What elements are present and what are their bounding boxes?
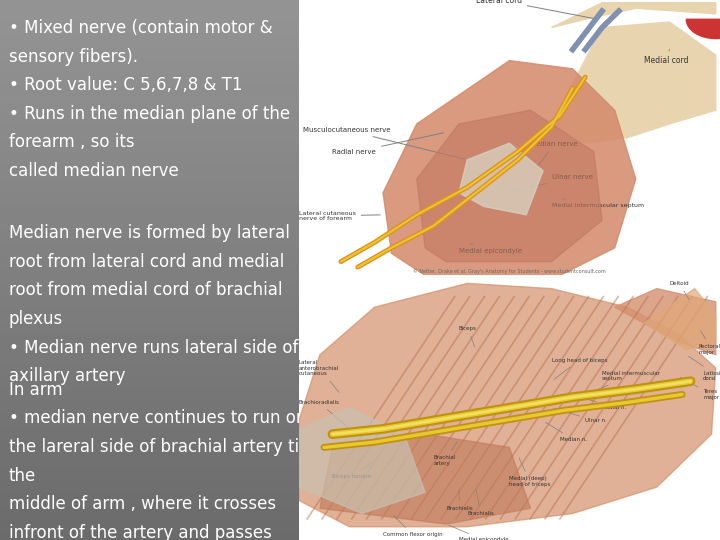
Text: Median n.: Median n.: [546, 422, 587, 442]
Text: • Median nerve runs lateral side of: • Median nerve runs lateral side of: [9, 339, 298, 356]
Text: Lateral cutaneous
nerve of forearm: Lateral cutaneous nerve of forearm: [299, 211, 380, 221]
Text: Medial intermuscular septum: Medial intermuscular septum: [552, 199, 644, 207]
Text: Brachialis: Brachialis: [446, 490, 473, 511]
Text: middle of arm , where it crosses: middle of arm , where it crosses: [9, 495, 276, 513]
Text: Latissimus
dorsi: Latissimus dorsi: [688, 356, 720, 381]
Text: Brachial
artery: Brachial artery: [433, 442, 457, 466]
Text: the: the: [9, 467, 36, 484]
Text: © Netter, Drake et al, Gray's Anatomy for Students - www.studentconsult.com: © Netter, Drake et al, Gray's Anatomy fo…: [413, 268, 606, 274]
Text: Medial epicondyle: Medial epicondyle: [449, 525, 508, 540]
Text: Median nerve: Median nerve: [531, 141, 578, 168]
Text: Long head of biceps: Long head of biceps: [552, 357, 607, 380]
Text: • median nerve continues to run on: • median nerve continues to run on: [9, 409, 306, 427]
Text: Medial (deep)
head of triceps: Medial (deep) head of triceps: [510, 458, 551, 487]
Polygon shape: [299, 284, 716, 527]
Polygon shape: [552, 3, 716, 28]
Text: plexus: plexus: [9, 310, 63, 328]
Text: Deltoid: Deltoid: [670, 281, 689, 300]
Text: Radial nerve: Radial nerve: [333, 133, 444, 155]
Text: Radial n.: Radial n.: [575, 395, 626, 410]
Text: Medial intermuscular
septum: Medial intermuscular septum: [588, 370, 660, 394]
Text: Median nerve is formed by lateral: Median nerve is formed by lateral: [9, 224, 290, 242]
Text: Medial cord: Medial cord: [644, 50, 689, 65]
Text: Biceps tendon: Biceps tendon: [333, 462, 372, 479]
Polygon shape: [615, 288, 716, 355]
Polygon shape: [459, 143, 543, 215]
Text: In arm: In arm: [9, 381, 63, 399]
Wedge shape: [686, 19, 720, 38]
Text: sensory fibers).: sensory fibers).: [9, 48, 138, 65]
Text: Ulnar n.: Ulnar n.: [554, 408, 607, 423]
Polygon shape: [299, 408, 425, 514]
Polygon shape: [552, 22, 716, 143]
Text: Brachialis: Brachialis: [467, 490, 494, 516]
Text: axillary artery: axillary artery: [9, 367, 125, 385]
Text: root from lateral cord and medial: root from lateral cord and medial: [9, 253, 284, 271]
Text: • Root value: C 5,6,7,8 & T1: • Root value: C 5,6,7,8 & T1: [9, 76, 243, 94]
Text: Pectoralis
major: Pectoralis major: [699, 330, 720, 355]
Text: Musculocutaneous nerve: Musculocutaneous nerve: [303, 127, 464, 159]
Text: Brachioradialis: Brachioradialis: [299, 400, 347, 427]
Text: Common flexor origin: Common flexor origin: [383, 516, 443, 537]
Text: • Runs in the median plane of the: • Runs in the median plane of the: [9, 105, 290, 123]
Text: Lateral cord: Lateral cord: [476, 0, 595, 19]
Text: called median nerve: called median nerve: [9, 162, 179, 180]
Polygon shape: [320, 434, 531, 524]
Polygon shape: [644, 288, 716, 349]
Text: Ulnar nerve: Ulnar nerve: [512, 174, 593, 192]
Text: forearm , so its: forearm , so its: [9, 133, 135, 151]
Polygon shape: [417, 110, 602, 261]
Text: Biceps: Biceps: [459, 326, 477, 347]
Text: Teres
major: Teres major: [680, 377, 719, 400]
Text: Lateral
anterobrachial
cutaneous: Lateral anterobrachial cutaneous: [299, 360, 339, 393]
Text: root from medial cord of brachial: root from medial cord of brachial: [9, 281, 282, 299]
Text: • Mixed nerve (contain motor &: • Mixed nerve (contain motor &: [9, 19, 273, 37]
Polygon shape: [383, 60, 636, 275]
Text: infront of the artery and passes: infront of the artery and passes: [9, 524, 272, 540]
Text: Medial epicondyle: Medial epicondyle: [459, 244, 522, 254]
Text: the lareral side of brachial artery till: the lareral side of brachial artery till: [9, 438, 308, 456]
